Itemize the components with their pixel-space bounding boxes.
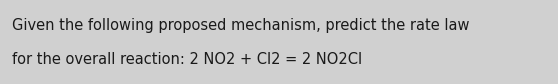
Text: for the overall reaction: 2 NO2 + Cl2 = 2 NO2Cl: for the overall reaction: 2 NO2 + Cl2 = …	[12, 52, 362, 67]
Text: Given the following proposed mechanism, predict the rate law: Given the following proposed mechanism, …	[12, 18, 470, 34]
